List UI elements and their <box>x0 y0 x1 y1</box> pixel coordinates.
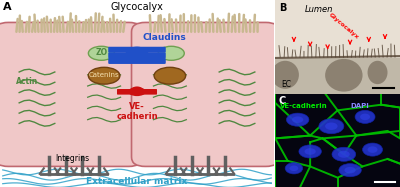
Polygon shape <box>131 87 143 91</box>
Ellipse shape <box>88 67 120 84</box>
FancyBboxPatch shape <box>108 47 166 53</box>
Text: Actin: Actin <box>16 77 39 86</box>
Ellipse shape <box>368 61 388 84</box>
Text: Catenins: Catenins <box>89 72 120 78</box>
Ellipse shape <box>128 87 146 96</box>
Ellipse shape <box>368 146 378 153</box>
Text: C: C <box>279 96 286 106</box>
FancyBboxPatch shape <box>108 52 166 58</box>
Bar <box>275 58 400 94</box>
Text: ZO: ZO <box>95 48 108 57</box>
Ellipse shape <box>339 164 361 177</box>
Ellipse shape <box>360 114 370 120</box>
Ellipse shape <box>272 61 299 89</box>
Ellipse shape <box>338 151 350 158</box>
Text: A: A <box>3 2 11 12</box>
Text: Glycocalyx: Glycocalyx <box>328 12 360 40</box>
Ellipse shape <box>292 116 303 123</box>
Ellipse shape <box>299 145 321 158</box>
Text: VE-
cadherin: VE- cadherin <box>116 102 158 121</box>
Polygon shape <box>126 47 148 55</box>
Ellipse shape <box>332 147 356 161</box>
Text: B: B <box>279 3 286 13</box>
Text: Integrins: Integrins <box>56 154 90 163</box>
Ellipse shape <box>319 119 344 134</box>
Text: EC: EC <box>282 80 292 89</box>
Bar <box>275 0 400 58</box>
Ellipse shape <box>355 110 375 123</box>
Ellipse shape <box>344 167 356 174</box>
Text: VE-cadherin: VE-cadherin <box>280 103 328 109</box>
Ellipse shape <box>285 163 303 174</box>
Text: Glycocalyx: Glycocalyx <box>110 2 164 12</box>
Ellipse shape <box>325 122 338 130</box>
Ellipse shape <box>304 148 316 155</box>
FancyBboxPatch shape <box>108 58 166 64</box>
FancyBboxPatch shape <box>0 22 142 166</box>
Ellipse shape <box>325 59 362 92</box>
FancyBboxPatch shape <box>132 22 280 166</box>
Text: Extracellular matrix: Extracellular matrix <box>86 177 188 186</box>
Text: Claudins: Claudins <box>142 33 186 42</box>
FancyBboxPatch shape <box>131 89 157 95</box>
Ellipse shape <box>154 67 186 84</box>
Ellipse shape <box>286 113 309 126</box>
Text: Lumen: Lumen <box>305 5 333 14</box>
Ellipse shape <box>362 143 382 156</box>
Ellipse shape <box>290 165 298 171</box>
Text: DAPI: DAPI <box>350 103 369 109</box>
Ellipse shape <box>158 46 184 60</box>
FancyBboxPatch shape <box>117 89 143 95</box>
Ellipse shape <box>88 46 114 60</box>
